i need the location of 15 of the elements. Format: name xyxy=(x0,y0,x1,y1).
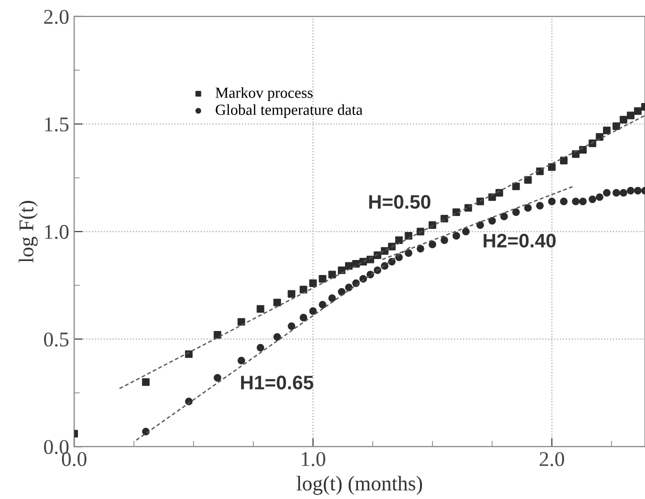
x-tick-label: 1.0 xyxy=(302,452,326,466)
x-tick-label: 2.0 xyxy=(540,452,564,466)
annotation: H=0.50 xyxy=(369,195,430,209)
annotation: H1=0.65 xyxy=(241,376,314,390)
x-axis-title: log(t) (months) xyxy=(296,476,422,495)
y-tick-label: 0.5 xyxy=(44,332,68,347)
y-tick-label: 1.0 xyxy=(45,224,69,240)
y-tick-label: 0.0 xyxy=(44,440,69,454)
legend-label: Global temperature data xyxy=(216,104,363,118)
x-tick-label: 0.0 xyxy=(62,452,86,466)
y-tick-label: 1.5 xyxy=(45,117,68,132)
y-tick-label: 2.0 xyxy=(44,10,69,24)
y-axis-title: log F(t) xyxy=(18,200,38,263)
legend-label: Markov process xyxy=(216,87,313,102)
annotation: H2=0.40 xyxy=(484,234,556,248)
